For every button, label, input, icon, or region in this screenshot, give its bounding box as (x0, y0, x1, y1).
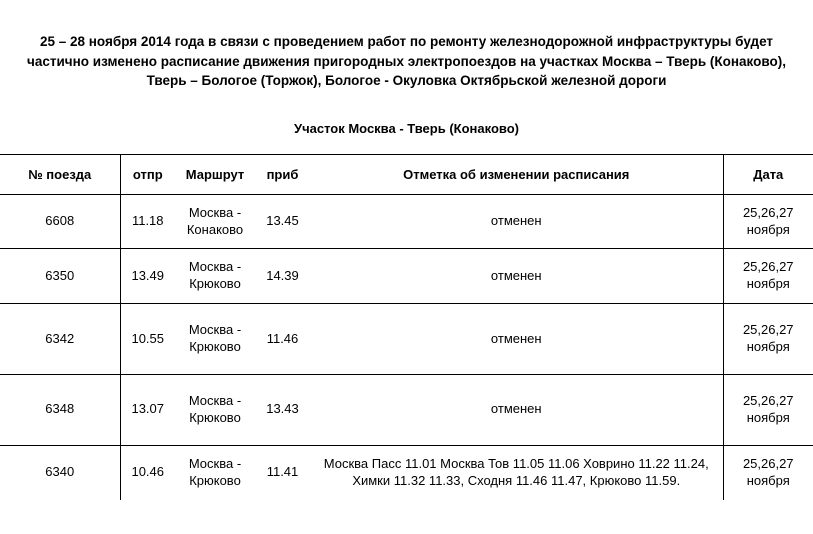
table-row: 6350 13.49 Москва - Крюково 14.39 отмене… (0, 249, 813, 304)
cell-note: отменен (310, 249, 723, 304)
cell-route: Москва - Конаково (175, 194, 255, 249)
schedule-table: № поезда отпр Маршрут приб Отметка об из… (0, 154, 813, 500)
cell-date: 25,26,27 ноября (723, 304, 813, 375)
cell-train: 6608 (0, 194, 120, 249)
cell-route: Москва - Крюково (175, 304, 255, 375)
cell-date: 25,26,27 ноября (723, 375, 813, 446)
section-subheading: Участок Москва - Тверь (Конаково) (0, 91, 813, 154)
table-row: 6608 11.18 Москва - Конаково 13.45 отмен… (0, 194, 813, 249)
cell-note: Москва Пасс 11.01 Москва Тов 11.05 11.06… (310, 445, 723, 499)
cell-departure: 10.46 (120, 445, 175, 499)
col-header-train: № поезда (0, 154, 120, 194)
col-header-note: Отметка об изменении расписания (310, 154, 723, 194)
cell-note: отменен (310, 304, 723, 375)
cell-route: Москва - Крюково (175, 375, 255, 446)
cell-train: 6342 (0, 304, 120, 375)
page-heading: 25 – 28 ноября 2014 года в связи с прове… (0, 0, 813, 91)
cell-arrival: 13.45 (255, 194, 310, 249)
table-row: 6340 10.46 Москва - Крюково 11.41 Москва… (0, 445, 813, 499)
col-header-route: Маршрут (175, 154, 255, 194)
col-header-departure: отпр (120, 154, 175, 194)
table-body: 6608 11.18 Москва - Конаково 13.45 отмен… (0, 194, 813, 499)
cell-train: 6350 (0, 249, 120, 304)
cell-arrival: 13.43 (255, 375, 310, 446)
cell-arrival: 11.41 (255, 445, 310, 499)
col-header-date: Дата (723, 154, 813, 194)
table-row: 6342 10.55 Москва - Крюково 11.46 отмене… (0, 304, 813, 375)
cell-departure: 13.49 (120, 249, 175, 304)
cell-note: отменен (310, 194, 723, 249)
cell-date: 25,26,27 ноября (723, 249, 813, 304)
col-header-arrival: приб (255, 154, 310, 194)
document-page: 25 – 28 ноября 2014 года в связи с прове… (0, 0, 813, 500)
cell-train: 6348 (0, 375, 120, 446)
cell-route: Москва - Крюково (175, 249, 255, 304)
cell-train: 6340 (0, 445, 120, 499)
cell-date: 25,26,27 ноября (723, 194, 813, 249)
cell-departure: 11.18 (120, 194, 175, 249)
cell-departure: 13.07 (120, 375, 175, 446)
table-row: 6348 13.07 Москва - Крюково 13.43 отмене… (0, 375, 813, 446)
cell-date: 25,26,27 ноября (723, 445, 813, 499)
cell-route: Москва - Крюково (175, 445, 255, 499)
table-header: № поезда отпр Маршрут приб Отметка об из… (0, 154, 813, 194)
cell-departure: 10.55 (120, 304, 175, 375)
cell-note: отменен (310, 375, 723, 446)
cell-arrival: 11.46 (255, 304, 310, 375)
cell-arrival: 14.39 (255, 249, 310, 304)
